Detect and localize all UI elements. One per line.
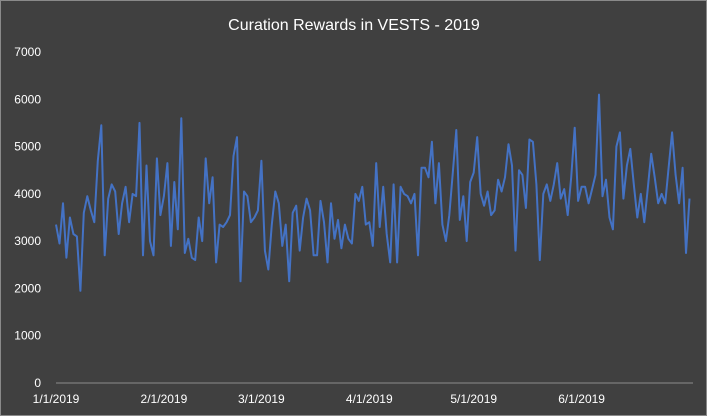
x-tick-label: 3/1/2019 (238, 392, 285, 406)
y-tick-label: 6000 (14, 92, 41, 106)
x-tick-label: 2/1/2019 (141, 392, 188, 406)
x-tick-label: 5/1/2019 (450, 392, 497, 406)
y-axis-tick-labels: 0 1000 2000 3000 4000 5000 6000 7000 (14, 45, 41, 390)
y-tick-label: 1000 (14, 329, 41, 343)
y-tick-label: 2000 (14, 281, 41, 295)
y-tick-label: 5000 (14, 140, 41, 154)
y-tick-label: 4000 (14, 187, 41, 201)
y-tick-label: 7000 (14, 45, 41, 59)
x-tick-label: 1/1/2019 (33, 392, 80, 406)
y-tick-label: 3000 (14, 234, 41, 248)
y-tick-label: 0 (34, 376, 41, 390)
x-tick-label: 4/1/2019 (346, 392, 393, 406)
x-tick-label: 6/1/2019 (558, 392, 605, 406)
series-line (55, 93, 691, 292)
x-axis-tick-labels: 1/1/2019 2/1/2019 3/1/2019 4/1/2019 5/1/2019… (33, 392, 606, 406)
chart-title: Curation Rewards in VESTS - 2019 (228, 17, 480, 34)
